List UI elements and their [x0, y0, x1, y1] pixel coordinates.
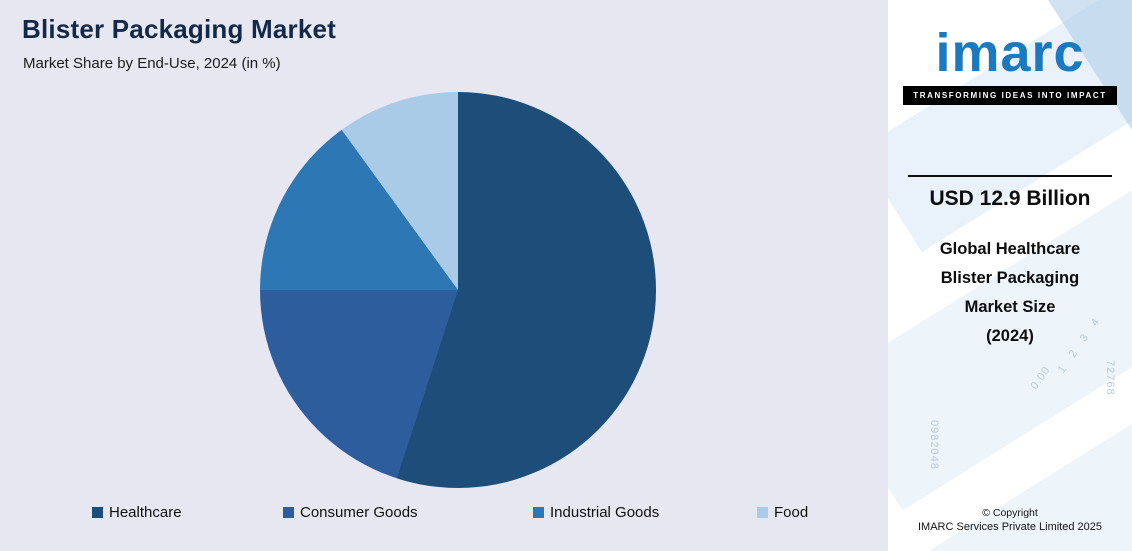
copyright-line: IMARC Services Private Limited 2025	[917, 521, 1102, 534]
description-line: (2024)	[986, 326, 1034, 345]
divider-line	[908, 175, 1112, 177]
legend-label: Consumer Goods	[300, 503, 418, 521]
legend-label: Food	[774, 503, 809, 521]
chart-legend: Healthcare Consumer Goods Industrial Goo…	[0, 502, 888, 524]
pie-chart	[260, 92, 656, 488]
market-size-value: USD 12.9 Billion	[929, 187, 1091, 210]
legend-swatch	[533, 506, 544, 518]
imarc-logo: imarc	[935, 23, 1085, 83]
logo-tagline: TRANSFORMING IDEAS INTO IMPACT	[903, 86, 1117, 105]
market-size-description: Global Healthcare Blister Packaging Mark…	[940, 235, 1080, 351]
legend-item-food: Food	[757, 502, 808, 522]
legend-swatch	[283, 506, 294, 518]
description-line: Blister Packaging	[940, 268, 1080, 287]
description-line: Global Healthcare	[939, 240, 1081, 258]
legend-label: Healthcare	[109, 503, 182, 521]
legend-swatch	[92, 506, 103, 518]
copyright-line: © Copyright	[982, 506, 1038, 519]
page-title: Blister Packaging Market	[22, 14, 337, 44]
description-line: Market Size	[964, 297, 1056, 316]
sidebar-content: imarc TRANSFORMING IDEAS INTO IMPACT USD…	[888, 0, 1132, 551]
legend-item-consumer-goods: Consumer Goods	[283, 502, 418, 522]
page-subtitle: Market Share by End-Use, 2024 (in %)	[23, 55, 281, 72]
legend-swatch	[757, 506, 768, 518]
legend-item-industrial-goods: Industrial Goods	[533, 502, 659, 522]
legend-item-healthcare: Healthcare	[92, 502, 182, 522]
sidebar-panel: 0982048 72768 0.00 1 2 3 4 imarc TRANSFO…	[888, 0, 1132, 551]
legend-label: Industrial Goods	[550, 503, 660, 521]
copyright-notice: © Copyright IMARC Services Private Limit…	[888, 506, 1132, 535]
